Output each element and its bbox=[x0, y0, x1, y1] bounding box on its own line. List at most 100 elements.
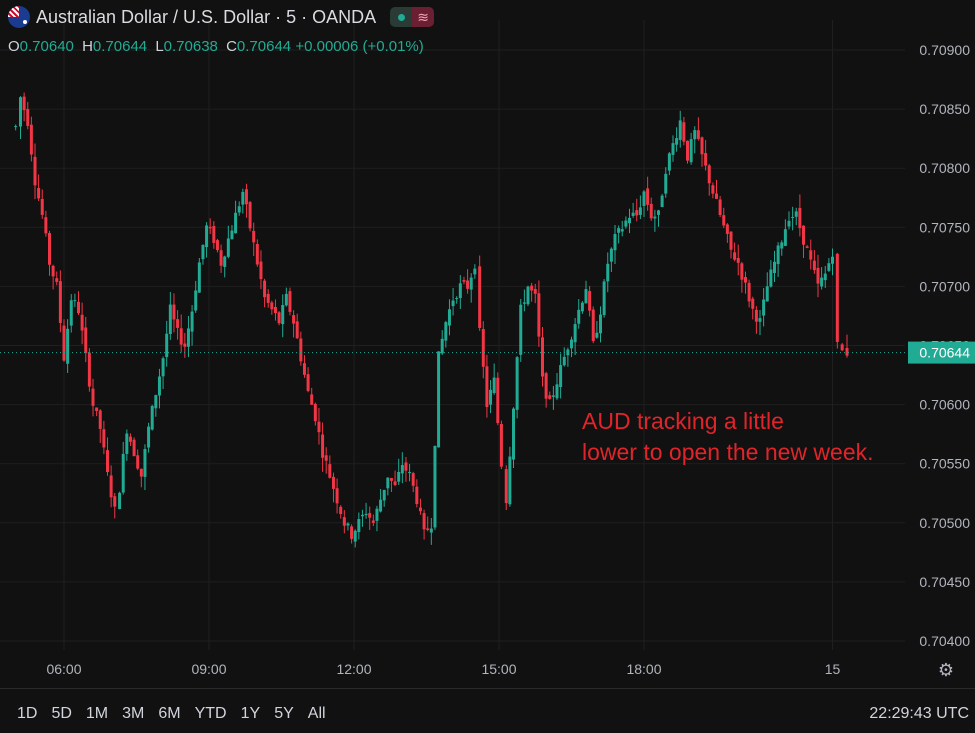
candle-body bbox=[496, 377, 500, 424]
candle-body bbox=[649, 203, 653, 219]
candle-body bbox=[485, 366, 489, 408]
time-tick-label: 06:00 bbox=[46, 661, 81, 677]
last-price-marker: 0.70644 bbox=[0, 341, 975, 364]
range-buttons: 1D 5D 1M 3M 6M YTD 1Y 5Y All bbox=[17, 705, 340, 723]
candle-body bbox=[324, 455, 328, 461]
candle-body bbox=[176, 319, 180, 328]
range-ytd-button[interactable]: YTD bbox=[194, 705, 227, 722]
candle-body bbox=[346, 523, 350, 526]
candle-body bbox=[161, 358, 165, 377]
candle-body bbox=[718, 199, 722, 215]
candle-body bbox=[91, 388, 95, 406]
settings-gear-icon[interactable]: ⚙ bbox=[937, 660, 955, 680]
status-pill[interactable]: ≋ bbox=[390, 7, 435, 27]
price-tick-label: 0.70550 bbox=[919, 456, 970, 472]
candle-body bbox=[711, 185, 715, 194]
candle-body bbox=[186, 328, 190, 347]
candle-body bbox=[812, 260, 816, 271]
candle-body bbox=[69, 300, 73, 326]
candle-body bbox=[270, 302, 274, 310]
candle-body bbox=[87, 352, 91, 387]
candle-body bbox=[548, 395, 552, 399]
candle-body bbox=[19, 97, 22, 127]
candle-body bbox=[624, 220, 628, 227]
price-tick-label: 0.70450 bbox=[919, 574, 970, 590]
candle-body bbox=[386, 477, 390, 489]
candle-body bbox=[515, 357, 519, 410]
candle-body bbox=[628, 217, 631, 224]
candle-body bbox=[805, 246, 809, 248]
candle-body bbox=[635, 210, 639, 216]
low-key: L bbox=[155, 38, 164, 55]
candle-body bbox=[393, 481, 397, 485]
candle-body bbox=[620, 229, 624, 232]
candle-body bbox=[29, 124, 33, 155]
price-tick-label: 0.70800 bbox=[919, 160, 970, 176]
price-tick-label: 0.70900 bbox=[919, 42, 970, 58]
candle-body bbox=[840, 344, 844, 351]
candle-body bbox=[266, 293, 270, 303]
candle-body bbox=[400, 465, 404, 474]
candle-body bbox=[704, 153, 708, 166]
candle-body bbox=[609, 248, 613, 262]
open-key: O bbox=[8, 38, 20, 55]
range-1d-button[interactable]: 1D bbox=[17, 705, 38, 722]
candle-body bbox=[573, 324, 577, 343]
chart-annotation: AUD tracking a little lower to open the … bbox=[582, 406, 922, 468]
candle-body bbox=[845, 347, 849, 356]
candle-body bbox=[219, 250, 223, 266]
candle-body bbox=[310, 394, 314, 405]
candle-body bbox=[835, 253, 839, 342]
candle-body bbox=[357, 519, 361, 533]
candle-body bbox=[722, 215, 726, 226]
candle-body bbox=[751, 298, 755, 309]
candle-body bbox=[642, 191, 646, 206]
candle-body bbox=[48, 233, 51, 265]
candle-body bbox=[223, 256, 227, 267]
symbol-title[interactable]: Australian Dollar / U.S. Dollar · 5 · OA… bbox=[36, 6, 377, 27]
candle-body bbox=[26, 109, 30, 126]
candle-body bbox=[302, 363, 306, 375]
price-chart[interactable]: 0.70900 0.70850 0.70800 0.70750 0.70700 0.706… bbox=[0, 0, 975, 688]
candle-body bbox=[389, 478, 393, 481]
range-all-button[interactable]: All bbox=[307, 705, 326, 722]
candle-body bbox=[580, 302, 584, 312]
chart-header: Australian Dollar / U.S. Dollar · 5 · OA… bbox=[8, 6, 435, 28]
candle-body bbox=[466, 280, 470, 289]
candle-body bbox=[109, 475, 113, 498]
last-price-tag bbox=[908, 341, 975, 364]
candle-body bbox=[664, 173, 668, 194]
candle-body bbox=[700, 137, 704, 155]
candle-body bbox=[551, 395, 555, 397]
candle-body bbox=[139, 468, 143, 477]
candle-body bbox=[588, 291, 592, 311]
high-key: H bbox=[82, 38, 93, 55]
candle-body bbox=[208, 226, 212, 229]
candle-body bbox=[733, 252, 737, 260]
candle-body bbox=[667, 153, 671, 171]
time-tick-label: 09:00 bbox=[191, 661, 226, 677]
range-1y-button[interactable]: 1Y bbox=[240, 705, 261, 722]
candle-body bbox=[66, 328, 70, 364]
candle-body bbox=[397, 471, 401, 482]
candle-body bbox=[780, 242, 784, 249]
utc-clock[interactable]: 22:29:43 UTC bbox=[869, 705, 969, 722]
range-6m-button[interactable]: 6M bbox=[158, 705, 181, 722]
candle-body bbox=[422, 513, 426, 530]
candle-body bbox=[555, 384, 559, 399]
candle-body bbox=[321, 434, 325, 458]
candle-body bbox=[530, 285, 534, 291]
candle-body bbox=[653, 216, 657, 219]
candle-body bbox=[143, 449, 147, 477]
candle-body bbox=[150, 406, 154, 430]
time-axis: 06:00 09:00 12:00 15:00 18:00 15 bbox=[46, 661, 840, 677]
range-1m-button[interactable]: 1M bbox=[85, 705, 109, 722]
candle-body bbox=[339, 506, 343, 514]
range-3m-button[interactable]: 3M bbox=[122, 705, 145, 722]
candle-body bbox=[342, 517, 346, 526]
candle-body bbox=[537, 293, 541, 337]
candle-body bbox=[113, 496, 117, 507]
candle-body bbox=[559, 365, 563, 388]
range-5y-button[interactable]: 5Y bbox=[274, 705, 294, 722]
range-5d-button[interactable]: 5D bbox=[51, 705, 72, 722]
